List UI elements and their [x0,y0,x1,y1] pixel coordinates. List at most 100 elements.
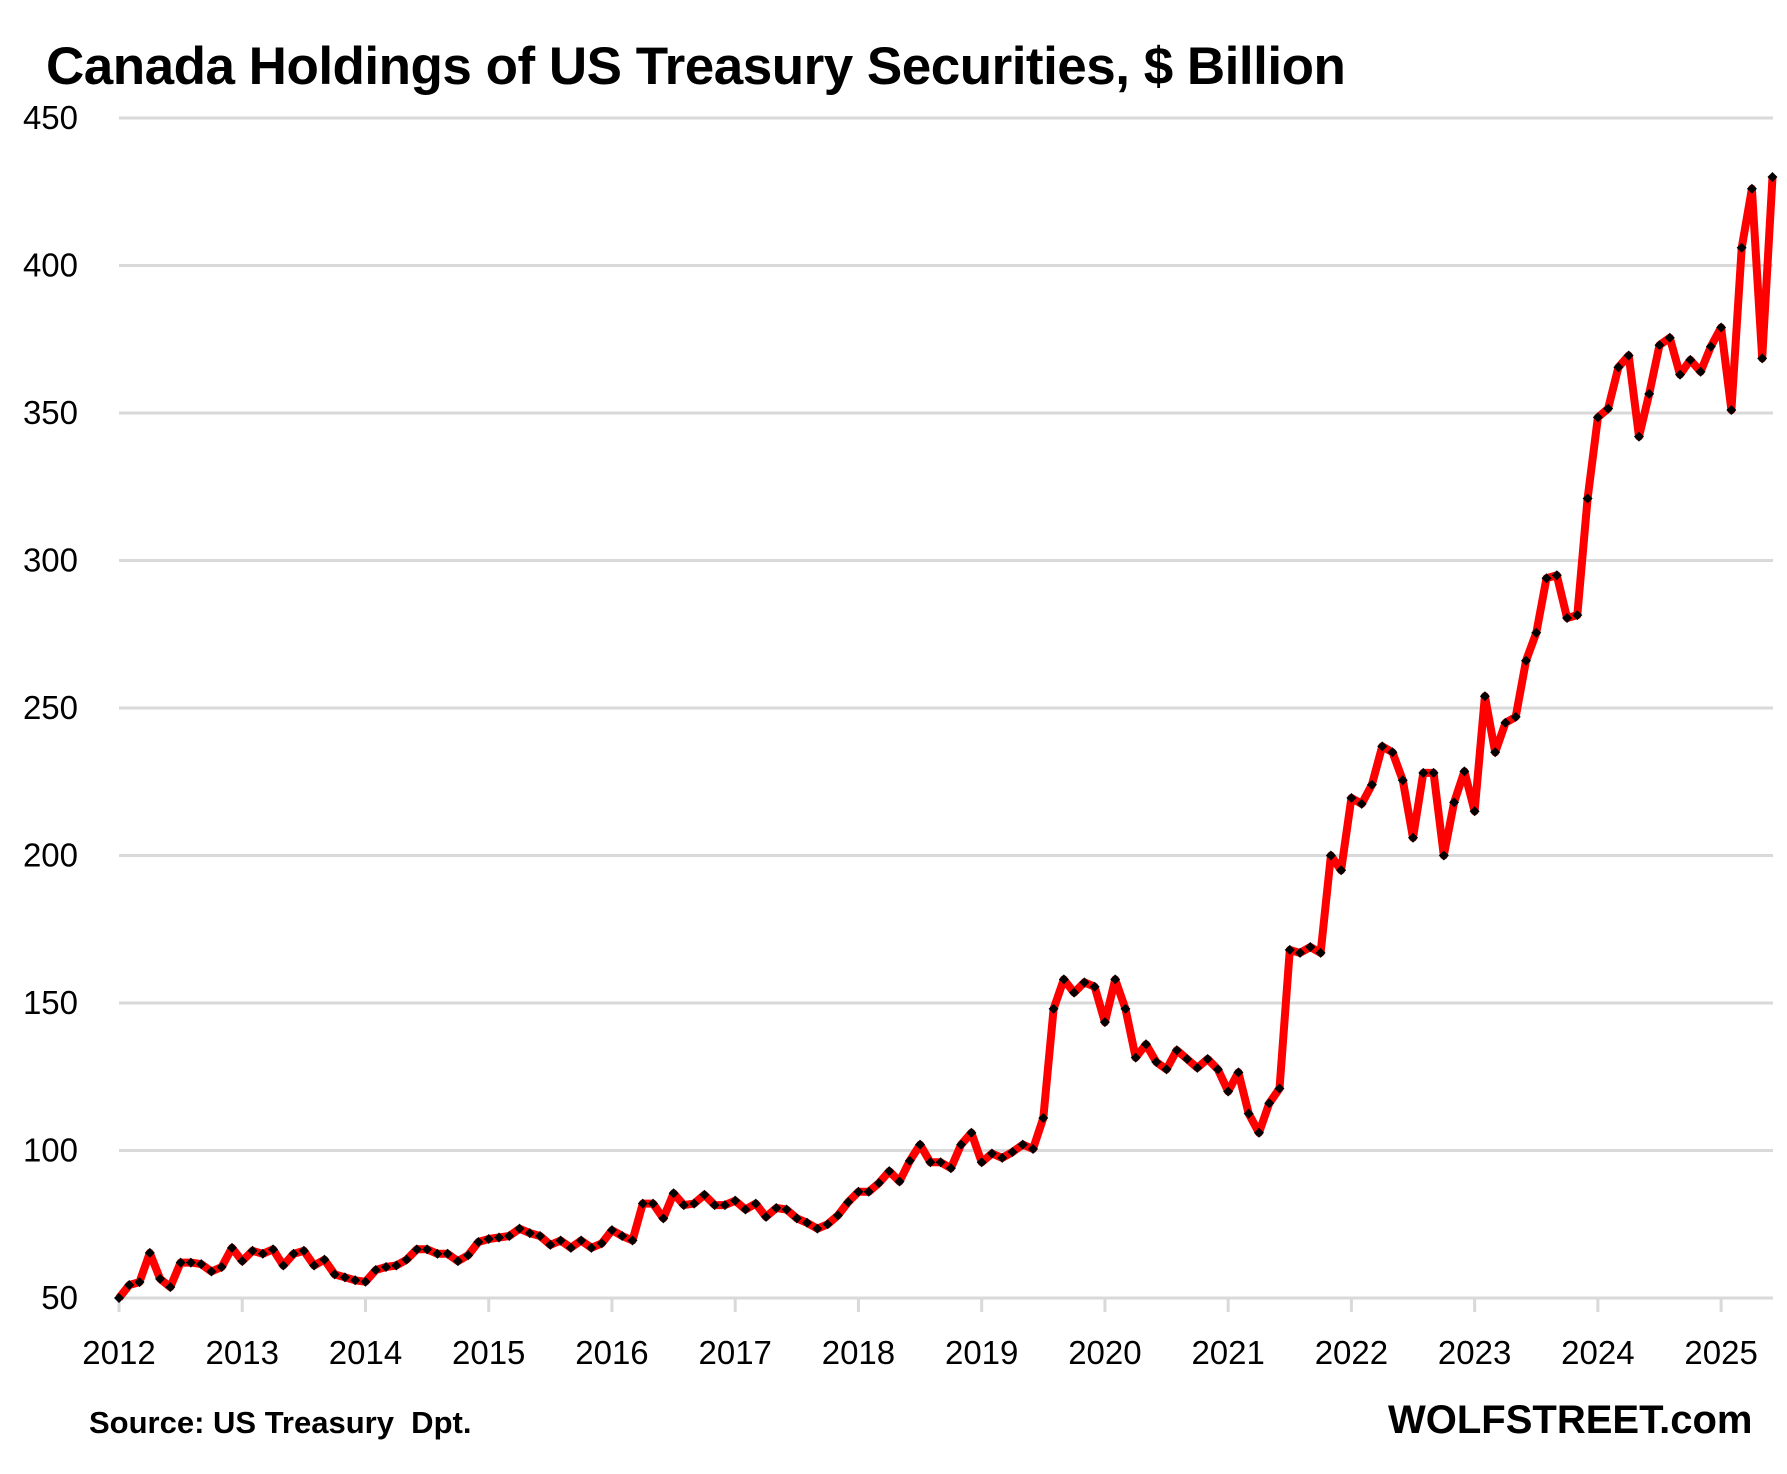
data-point-marker [1397,775,1408,786]
data-point-marker [771,1203,782,1214]
data-point-marker [237,1256,248,1267]
x-axis: 2012 2013 2014 2015 2016 2017 2018 2019 2020 2021… [82,1298,1758,1371]
data-point-marker [442,1248,453,1259]
data-point-marker [1736,242,1747,253]
data-point-marker [915,1139,926,1150]
data-point-marker [1182,1054,1193,1065]
data-point-marker [1253,1127,1264,1138]
data-point-marker [1017,1139,1028,1150]
data-point-marker [504,1231,515,1242]
y-tick-label: 250 [23,689,78,726]
data-point-marker [1551,570,1562,581]
data-point-marker [1028,1144,1039,1155]
data-point-marker [637,1198,648,1209]
data-point-marker [1562,613,1573,624]
data-point-marker [309,1260,320,1271]
data-point-marker [1325,850,1336,861]
data-point-marker [1449,797,1460,808]
data-point-marker [473,1236,484,1247]
data-point-marker [155,1273,166,1284]
x-tick-label: 2014 [329,1334,402,1371]
data-point-marker [894,1176,905,1187]
data-point-marker [617,1231,628,1242]
data-point-marker [339,1272,350,1283]
data-point-marker [791,1213,802,1224]
data-point-marker [524,1228,535,1239]
x-tick-label: 2025 [1684,1334,1757,1371]
data-point-marker [648,1198,659,1209]
data-point-marker [1500,717,1511,728]
data-point-marker [298,1245,309,1256]
x-tick-label: 2024 [1561,1334,1634,1371]
data-point-marker [134,1277,145,1288]
data-point-marker [606,1225,617,1236]
data-point-marker [945,1163,956,1174]
data-point-marker [1623,350,1634,361]
data-point-marker [206,1266,217,1277]
data-point-marker [966,1127,977,1138]
data-point-marker [1007,1146,1018,1157]
data-point-marker [555,1235,566,1246]
data-point-marker [853,1186,864,1197]
data-point-marker [976,1157,987,1168]
data-point-marker [1274,1083,1285,1094]
data-point-marker [1685,354,1696,365]
data-point-marker [719,1200,730,1211]
y-tick-label: 200 [23,837,78,874]
data-point-marker [802,1217,813,1228]
data-point-marker [1387,747,1398,758]
data-point-marker [832,1210,843,1221]
x-tick-label: 2018 [822,1334,895,1371]
data-point-marker [761,1211,772,1222]
data-point-marker [1531,627,1542,638]
data-point-marker [1048,1003,1059,1014]
data-point-marker [268,1244,279,1255]
data-point-marker [1746,183,1757,194]
data-point-marker [1695,366,1706,377]
data-point-marker [1223,1086,1234,1097]
data-point-marker [1202,1054,1213,1065]
data-point-marker [689,1198,700,1209]
data-point-marker [411,1244,422,1255]
data-point-marker [925,1157,936,1168]
data-point-marker [843,1197,854,1208]
data-point-marker [165,1282,176,1293]
data-point-marker [1520,655,1531,666]
data-point-marker [493,1232,504,1243]
data-point-marker [1069,987,1080,998]
data-point-marker [1469,806,1480,817]
data-point-marker [370,1264,381,1275]
data-point-marker [535,1231,546,1242]
y-tick-label: 50 [41,1279,78,1316]
data-point-marker [1654,340,1665,351]
data-point-marker [1161,1064,1172,1075]
x-tick-label: 2013 [206,1334,279,1371]
data-point-marker [1089,981,1100,992]
data-point-marker [1315,947,1326,958]
y-tick-label: 450 [23,99,78,136]
data-point-marker [216,1262,227,1273]
chart-title: Canada Holdings of US Treasury Securitie… [46,37,1346,96]
data-point-marker [401,1254,412,1265]
data-point-marker [247,1245,258,1256]
y-tick-label: 150 [23,984,78,1021]
data-point-marker [627,1235,638,1246]
data-point-marker [1099,1017,1110,1028]
data-point-marker [483,1234,494,1244]
data-point-marker [956,1139,967,1150]
data-point-marker [863,1186,874,1197]
data-point-marker [422,1244,433,1255]
data-point-marker [1633,431,1644,442]
data-point-marker [391,1260,402,1271]
y-tick-label: 300 [23,542,78,579]
data-point-marker [1336,865,1347,876]
data-point-marker [319,1254,330,1265]
x-tick-label: 2012 [82,1334,155,1371]
data-point-marker [278,1260,289,1271]
data-point-marker [1305,941,1316,952]
data-point-marker [1284,944,1295,955]
data-point-marker [360,1276,371,1287]
data-point-marker [1438,850,1449,861]
y-tick-label: 100 [23,1132,78,1169]
data-point-marker [1592,412,1603,423]
